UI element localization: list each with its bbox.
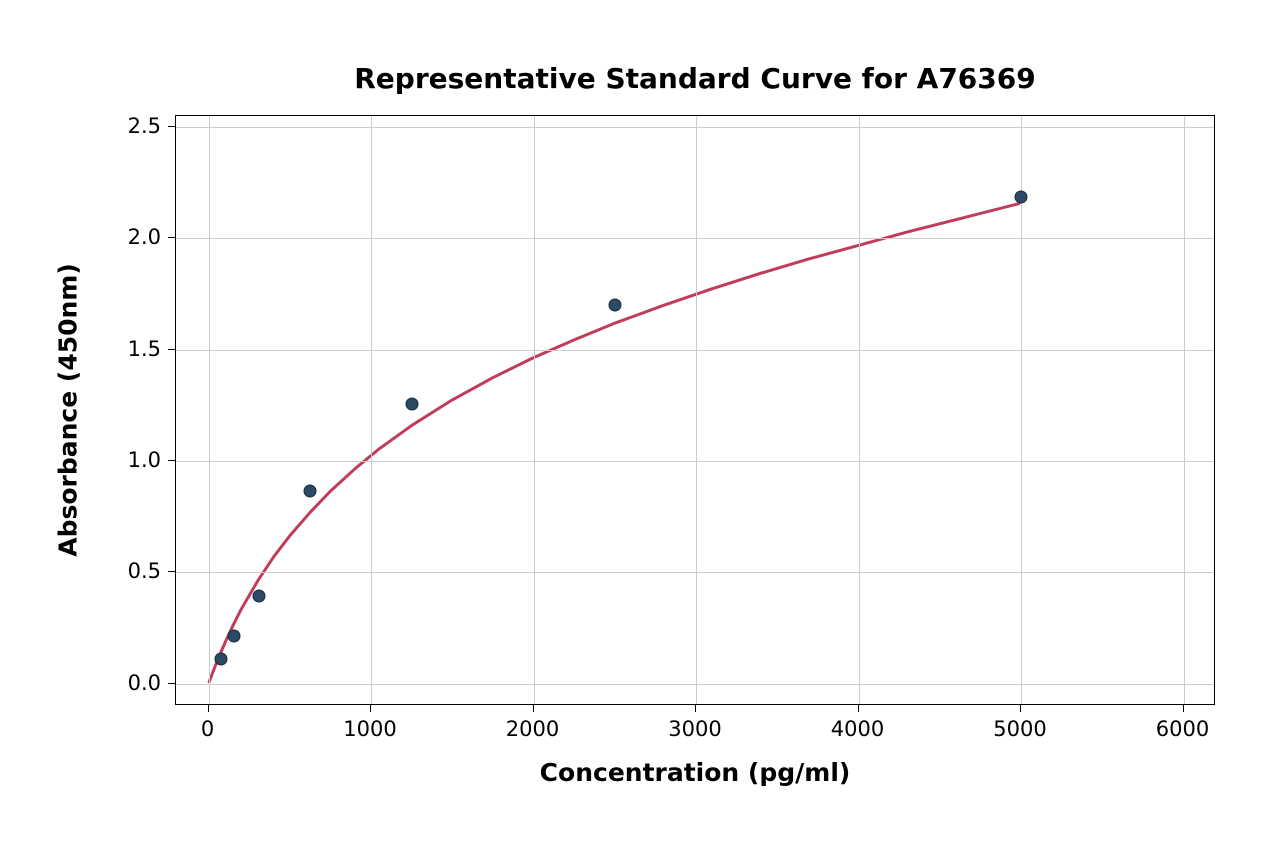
y-tick [168,683,175,684]
x-tick [1183,705,1184,712]
grid-line-horizontal [176,461,1214,462]
data-point [253,589,266,602]
grid-line-vertical [371,116,372,704]
y-tick-label: 0.0 [128,671,161,695]
x-axis-label: Concentration (pg/ml) [540,758,851,787]
x-tick [533,705,534,712]
y-axis-label: Absorbance (450nm) [54,263,83,557]
y-tick-label: 1.0 [128,448,161,472]
grid-line-horizontal [176,238,1214,239]
data-point [405,398,418,411]
data-point [227,629,240,642]
x-tick [1020,705,1021,712]
x-tick-label: 3000 [668,717,721,741]
data-point [608,299,621,312]
y-tick-label: 0.5 [128,559,161,583]
chart-title: Representative Standard Curve for A76369 [354,62,1036,95]
y-tick [168,349,175,350]
grid-line-vertical [209,116,210,704]
y-tick [168,237,175,238]
x-tick-label: 1000 [343,717,396,741]
x-tick-label: 0 [201,717,214,741]
x-tick-label: 2000 [506,717,559,741]
y-tick [168,126,175,127]
chart-container: Representative Standard Curve for A76369… [0,0,1280,845]
grid-line-vertical [534,116,535,704]
x-tick [208,705,209,712]
grid-line-horizontal [176,572,1214,573]
grid-line-horizontal [176,350,1214,351]
x-tick [370,705,371,712]
grid-line-vertical [1021,116,1022,704]
data-point [304,485,317,498]
y-tick [168,571,175,572]
grid-line-vertical [696,116,697,704]
x-tick-label: 4000 [831,717,884,741]
x-tick-label: 5000 [993,717,1046,741]
y-tick-label: 2.5 [128,114,161,138]
plot-area [175,115,1215,705]
grid-line-vertical [859,116,860,704]
y-tick [168,460,175,461]
grid-line-horizontal [176,684,1214,685]
x-tick-label: 6000 [1156,717,1209,741]
data-point [1015,191,1028,204]
grid-line-vertical [1184,116,1185,704]
y-tick-label: 1.5 [128,337,161,361]
grid-line-horizontal [176,127,1214,128]
curve-line [176,116,1214,704]
data-point [215,653,228,666]
y-tick-label: 2.0 [128,225,161,249]
x-tick [695,705,696,712]
x-tick [858,705,859,712]
